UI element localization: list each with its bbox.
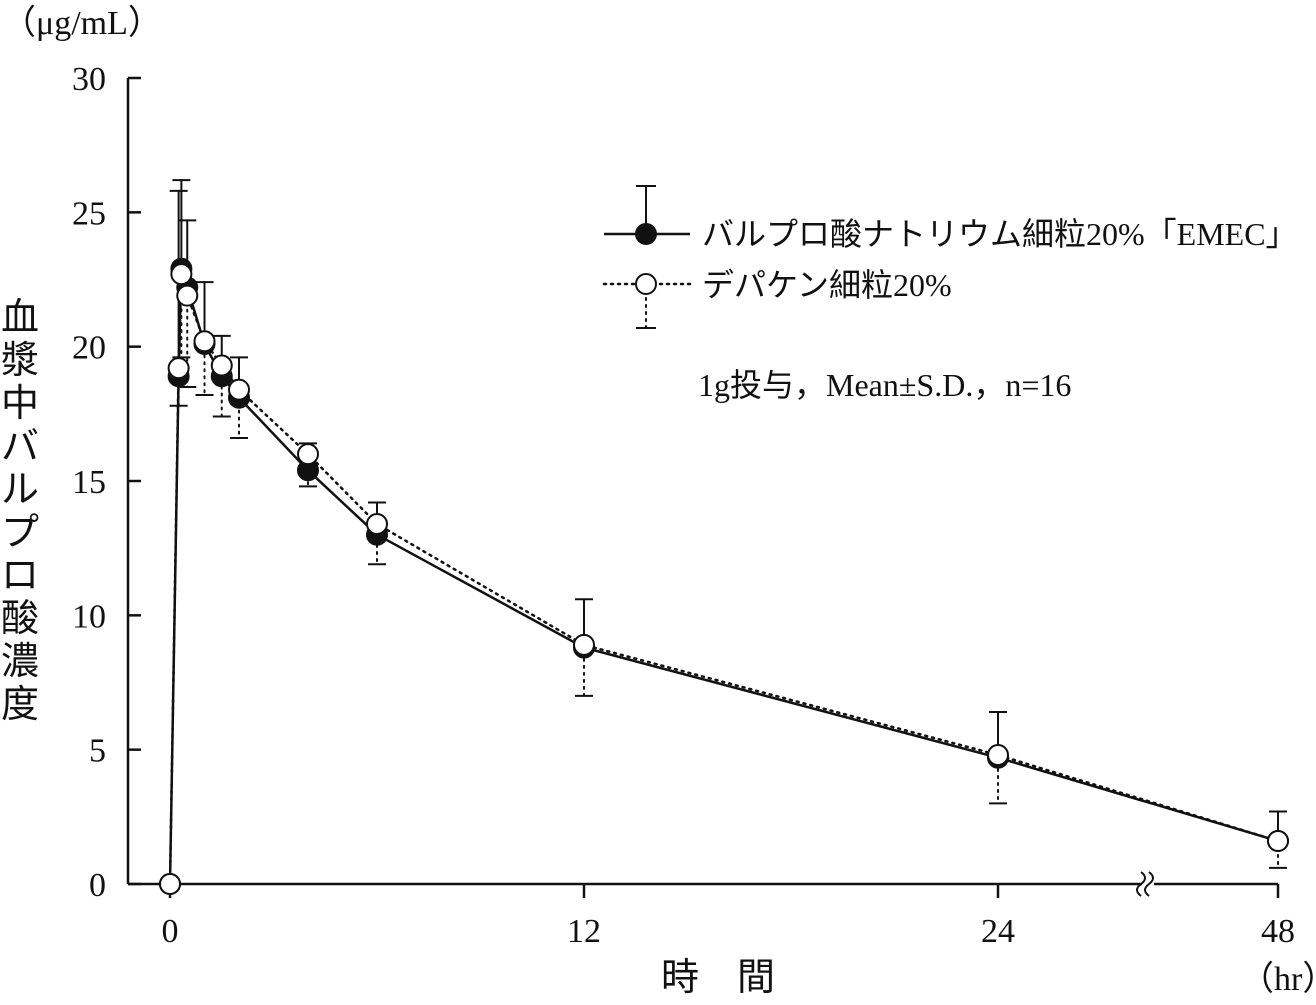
x-axis-break-mark [1144,871,1154,897]
data-point [1267,830,1289,853]
y-tick-label: 25 [72,195,106,232]
y-unit-label: （μg/mL） [2,4,162,42]
data-point [297,443,319,466]
y-axis-label-char: 中 [1,383,39,425]
axes: 0 5 10 15 20 25 30 0 12 24 48 [72,61,1295,950]
data-point [176,284,199,307]
y-axis-label-char: 酸 [1,598,39,640]
data-point [167,357,190,380]
series-line [168,268,1280,886]
data-point [193,330,216,353]
x-tick-label: 0 [162,913,179,950]
annotation-note: 1g投与，Mean±S.D.，n=16 [698,367,1071,403]
data-point [228,378,250,401]
legend-label-1: バルプロ酸ナトリウム細粒20%「EMEC」 [702,216,1298,252]
x-axis-break-mark [1136,871,1146,897]
x-axis-label: 時 間 [661,957,775,999]
y-axis-label-char: ロ [1,555,39,597]
y-axis-label-char: 濃 [1,641,39,683]
y-tick-label: 20 [72,330,106,367]
y-tick-label: 10 [72,598,106,635]
data-point [159,873,181,895]
legend-marker-2 [635,273,657,295]
x-tick-label: 48 [1261,913,1295,950]
x-tick-label: 24 [981,913,1015,950]
plot-area [159,179,1289,895]
y-axis-label-char: 漿 [1,340,39,382]
y-tick-label: 15 [72,464,106,501]
legend-marker-1 [635,223,657,245]
y-axis-label-char: プ [1,512,39,554]
y-tick-label: 5 [89,733,106,770]
data-point [210,354,233,377]
y-tick-label: 0 [89,867,106,904]
y-axis-label-char: ル [1,469,39,511]
y-tick-label: 30 [72,61,106,98]
legend: バルプロ酸ナトリウム細粒20%「EMEC」デパケン細粒20% [602,185,1298,329]
x-tick-label: 12 [567,913,601,950]
x-unit-label: （hr） [1240,960,1316,998]
data-point [170,263,193,286]
y-axis-label-char: バ [1,426,39,468]
data-point [987,744,1009,767]
y-axis-label-char: 度 [1,684,39,726]
data-point [573,633,595,656]
y-axis-label-char: 血 [1,297,39,339]
legend-label-2: デパケン細粒20% [702,267,952,303]
series-depakene [159,263,1289,895]
data-point [366,512,388,535]
